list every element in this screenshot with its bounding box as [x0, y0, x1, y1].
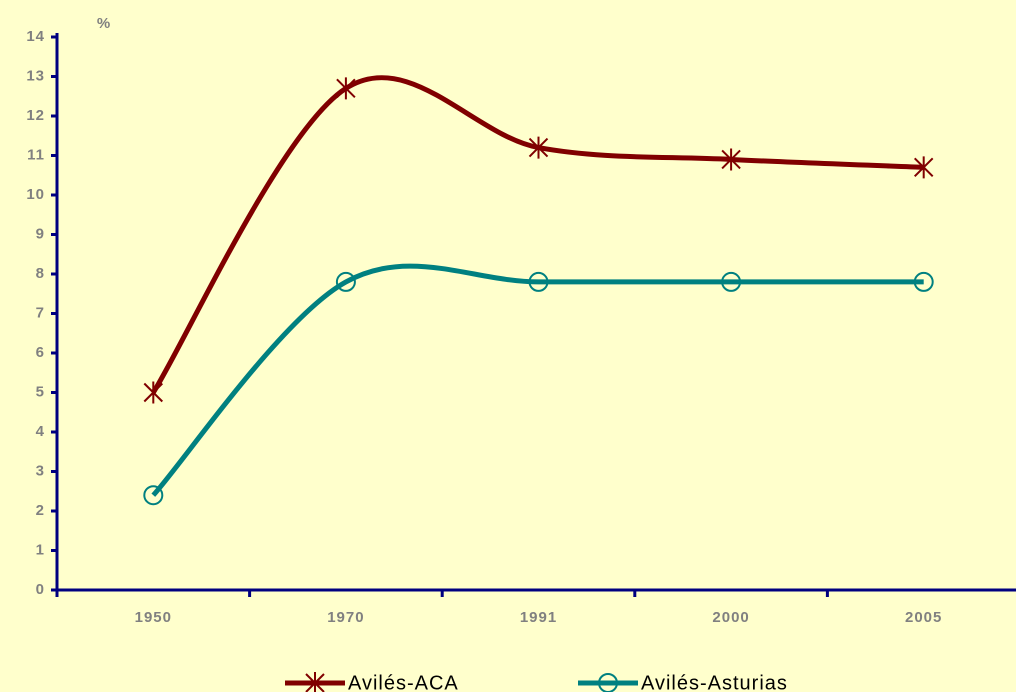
marker — [913, 271, 934, 292]
series-line — [151, 75, 924, 394]
y-tick-label: 9 — [36, 225, 45, 242]
marker — [335, 271, 356, 292]
legend-label: Avilés-Asturias — [641, 672, 788, 692]
legend-label: Avilés-ACA — [348, 672, 459, 692]
y-tick-label: 1 — [36, 541, 45, 558]
y-tick-label: 14 — [26, 28, 45, 45]
marker — [913, 156, 934, 179]
y-tick-label: 6 — [36, 344, 45, 361]
y-tick-label: 12 — [26, 107, 45, 124]
y-tick-label: 7 — [36, 304, 45, 321]
y-tick-label: 0 — [36, 581, 45, 598]
marker — [336, 77, 356, 100]
marker — [721, 271, 742, 292]
y-tick-label: 13 — [26, 67, 45, 84]
x-tick-label: 1970 — [327, 609, 364, 626]
x-tick-label: 2005 — [905, 609, 942, 626]
marker — [143, 485, 164, 506]
y-tick-label: 11 — [27, 146, 45, 163]
legend-marker — [598, 673, 618, 692]
x-tick-label: 1950 — [135, 609, 172, 626]
x-tick-label: 1991 — [520, 609, 557, 626]
y-tick-label: 4 — [36, 423, 45, 440]
legend-marker — [305, 672, 325, 692]
y-tick-label: 5 — [36, 383, 45, 400]
y-tick-label: 8 — [36, 265, 45, 282]
series-line — [151, 263, 924, 497]
marker — [721, 148, 741, 171]
marker — [528, 271, 549, 292]
y-tick-label: 3 — [36, 462, 45, 479]
marker — [528, 136, 549, 159]
y-tick-label: 10 — [26, 186, 45, 203]
x-tick-label: 2000 — [712, 609, 749, 626]
y-axis-label: % — [97, 15, 111, 32]
y-tick-label: 2 — [36, 502, 45, 519]
marker — [143, 381, 164, 404]
